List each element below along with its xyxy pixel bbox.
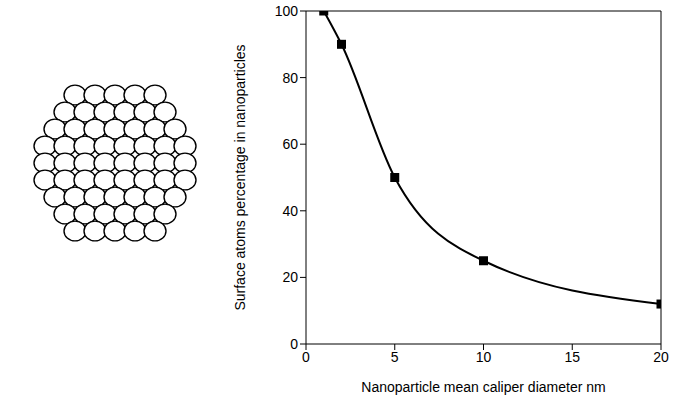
svg-text:60: 60 [282, 136, 298, 152]
svg-text:10: 10 [476, 349, 492, 365]
svg-text:Surface atoms percentage in na: Surface atoms percentage in nanoparticle… [232, 44, 248, 310]
svg-text:80: 80 [282, 70, 298, 86]
svg-text:0: 0 [290, 336, 298, 352]
svg-text:Nanoparticle mean caliper diam: Nanoparticle mean caliper diameter nm [361, 379, 605, 395]
svg-text:40: 40 [282, 203, 298, 219]
svg-text:20: 20 [653, 349, 669, 365]
svg-text:0: 0 [302, 349, 310, 365]
svg-text:20: 20 [282, 269, 298, 285]
svg-text:100: 100 [275, 3, 299, 19]
svg-text:15: 15 [564, 349, 580, 365]
svg-text:5: 5 [391, 349, 399, 365]
